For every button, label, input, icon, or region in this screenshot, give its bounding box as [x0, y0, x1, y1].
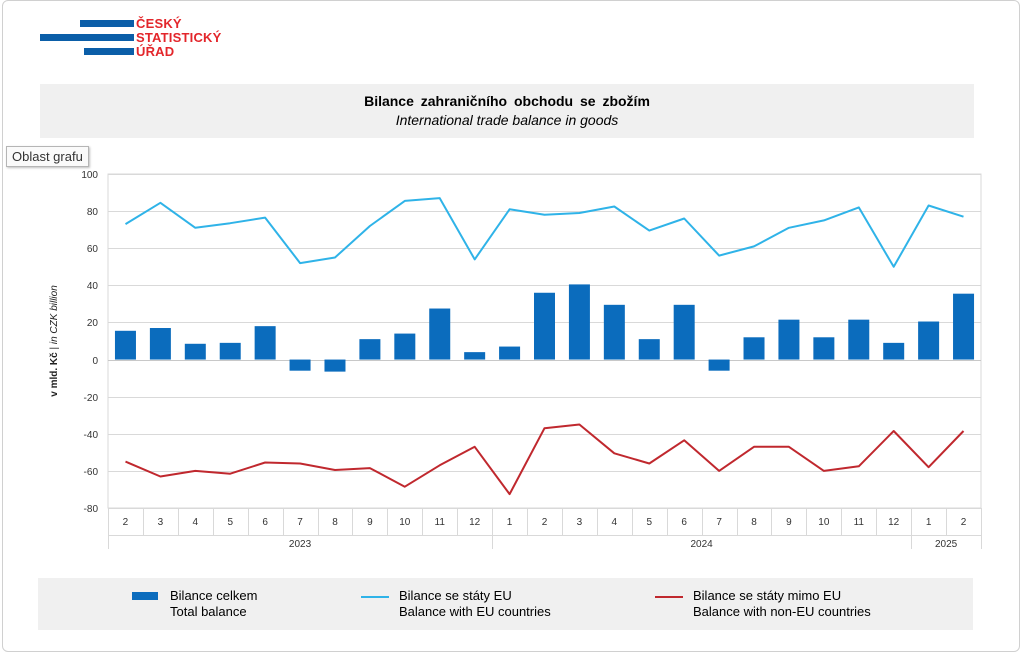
bar-total-balance	[848, 319, 870, 360]
legend-label-en: Balance with EU countries	[399, 604, 551, 619]
x-tick-label: 5	[646, 517, 652, 528]
logo-bar	[84, 48, 134, 55]
logo-text-line1: ČESKÝ	[136, 16, 182, 31]
bar-total-balance	[219, 342, 241, 360]
bar-total-balance	[394, 333, 416, 360]
bar-total-balance	[184, 343, 206, 360]
y-tick-label: -80	[84, 504, 99, 515]
legend-label-en: Total balance	[170, 604, 247, 619]
y-tick-label: -40	[84, 430, 99, 441]
x-tick-label: 9	[367, 517, 373, 528]
x-tick-label: 4	[612, 517, 618, 528]
chart-title-en: International trade balance in goods	[395, 112, 619, 128]
bar-total-balance	[813, 337, 835, 360]
y-tick-label: -60	[84, 467, 99, 478]
y-tick-label: 40	[87, 281, 99, 292]
bar-total-balance	[359, 339, 381, 360]
y-tick-label: 80	[87, 207, 99, 218]
bar-total-balance	[324, 359, 346, 372]
bar-total-balance	[568, 284, 590, 360]
legend-label-cz: Bilance celkem	[170, 588, 258, 603]
x-tick-label: 2	[123, 517, 129, 528]
legend: Bilance celkem Total balance Bilance se …	[38, 578, 973, 630]
legend-text-non-eu: Bilance se státy mimo EU Balance with no…	[693, 588, 871, 620]
x-tick-label: 4	[193, 517, 199, 528]
logo-bar	[40, 34, 134, 41]
y-tick-label: 60	[87, 244, 99, 255]
legend-swatch-non-eu-line	[655, 596, 683, 598]
bar-total-balance	[638, 339, 660, 360]
bar-total-balance	[708, 359, 730, 371]
legend-swatch-eu-line	[361, 596, 389, 598]
bar-total-balance	[778, 319, 800, 360]
bar-total-balance	[918, 321, 940, 360]
x-tick-label: 3	[158, 517, 164, 528]
y-tick-label: -20	[84, 393, 99, 404]
x-tick-label: 10	[818, 517, 830, 528]
legend-text-eu: Bilance se státy EU Balance with EU coun…	[399, 588, 551, 620]
bar-total-balance	[499, 346, 521, 360]
x-tick-label: 6	[262, 517, 268, 528]
x-tick-label: 3	[577, 517, 583, 528]
x-tick-label: 8	[751, 517, 757, 528]
legend-text-total: Bilance celkem Total balance	[170, 588, 257, 620]
y-tick-label: 100	[81, 170, 98, 181]
bar-total-balance	[114, 330, 136, 360]
x-tick-label: 8	[332, 517, 338, 528]
line-non-eu-balance	[125, 423, 965, 496]
bar-total-balance	[254, 326, 276, 360]
legend-swatch-bar	[132, 592, 158, 600]
x-year-label: 2024	[691, 539, 714, 550]
x-tick-label: 9	[786, 517, 792, 528]
legend-label-cz: Bilance se státy EU	[399, 588, 512, 603]
logo-text-line2: STATISTICKÝ	[136, 30, 222, 45]
line-eu-balance	[124, 197, 964, 268]
x-tick-label: 1	[507, 517, 513, 528]
csu-logo: ČESKÝ STATISTICKÝ ÚŘAD	[40, 16, 240, 60]
x-tick-label: 11	[854, 517, 865, 528]
x-tick-label: 12	[469, 517, 481, 528]
x-tick-label: 10	[399, 517, 411, 528]
chart-title-box: Bilance zahraničního obchodu se zbožím I…	[40, 84, 974, 138]
legend-label-cz: Bilance se státy mimo EU	[693, 588, 842, 603]
legend-label-en: Balance with non-EU countries	[693, 604, 871, 619]
y-tick-label: 20	[87, 318, 99, 329]
y-tick-label: 0	[92, 356, 98, 367]
logo-bar	[80, 20, 134, 27]
y-axis-label: v mld. Kč | in CZK billion	[49, 285, 60, 397]
x-tick-label: 2	[961, 517, 967, 528]
bar-total-balance	[673, 304, 695, 360]
x-tick-label: 6	[681, 517, 687, 528]
x-year-label: 2023	[289, 539, 312, 550]
bar-total-balance	[149, 328, 171, 360]
x-tick-label: 11	[435, 517, 446, 528]
bar-total-balance	[464, 352, 486, 360]
bar-total-balance	[603, 304, 625, 360]
x-tick-label: 7	[297, 517, 303, 528]
logo-text-line3: ÚŘAD	[136, 44, 175, 59]
bar-total-balance	[429, 308, 451, 360]
chart-area-tooltip: Oblast grafu	[6, 146, 89, 167]
bar-total-balance	[743, 337, 765, 360]
bar-total-balance	[534, 292, 555, 360]
bar-total-balance	[953, 293, 975, 360]
x-year-label: 2025	[935, 539, 958, 550]
x-tick-label: 7	[716, 517, 722, 528]
bar-total-balance	[883, 342, 905, 360]
x-tick-label: 1	[926, 517, 932, 528]
x-tick-label: 5	[227, 517, 233, 528]
bar-total-balance	[289, 359, 311, 371]
x-tick-label: 12	[888, 517, 900, 528]
chart-title-cz: Bilance zahraničního obchodu se zbožím	[364, 93, 650, 109]
x-tick-label: 2	[542, 517, 548, 528]
